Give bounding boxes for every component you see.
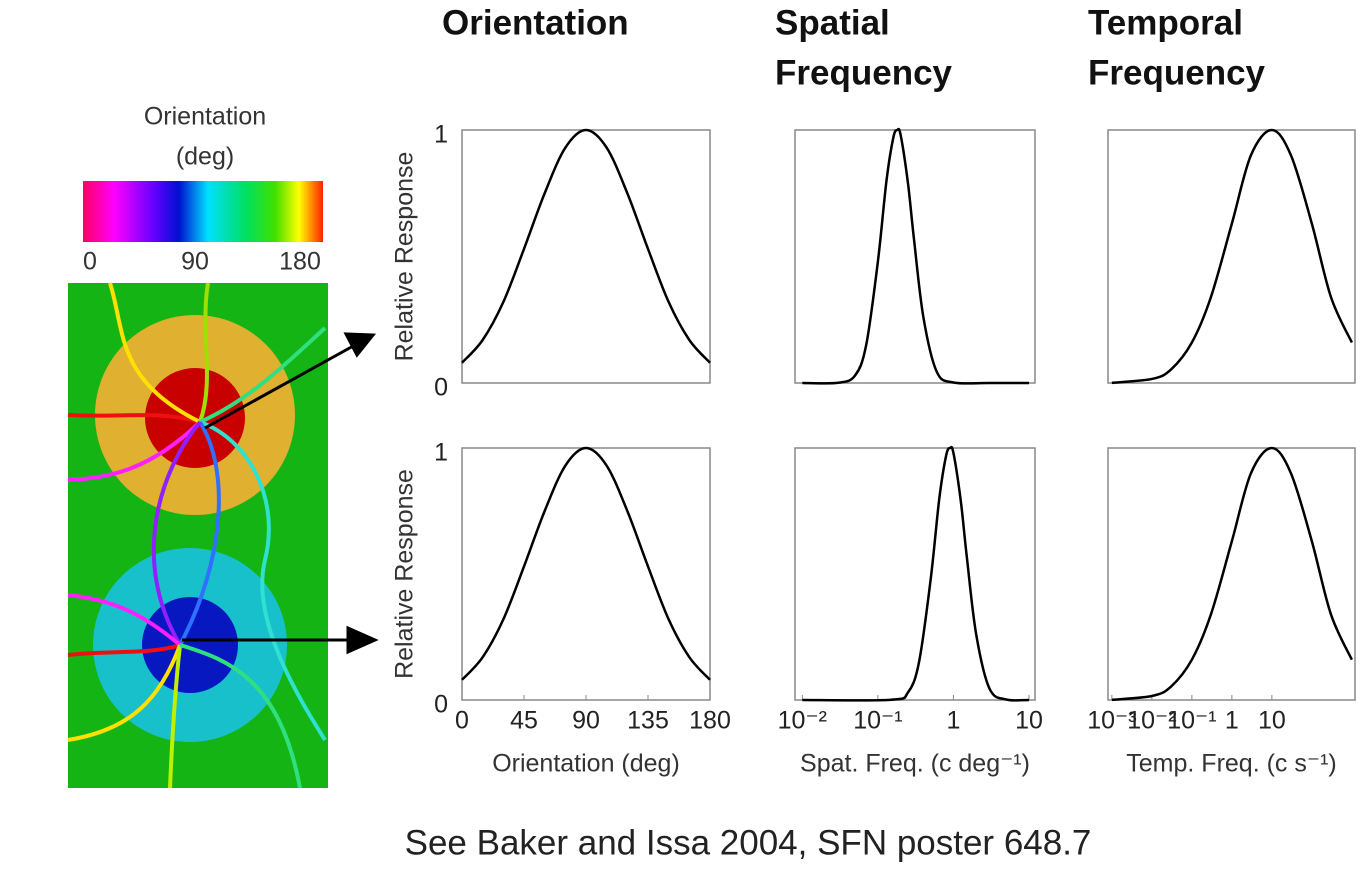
x-axis-label: Spat. Freq. (c deg⁻¹) — [800, 750, 1030, 778]
column-title: Frequency — [775, 53, 953, 92]
x-tick-label: 10⁻³ — [1087, 707, 1136, 735]
y-axis-label: Relative Response — [391, 152, 419, 362]
x-tick-label: 180 — [689, 707, 731, 735]
y-tick-label: 0 — [434, 374, 448, 402]
plot-frame — [794, 447, 1036, 701]
plot-frame — [461, 447, 711, 701]
plot-frame — [461, 129, 711, 384]
column-title: Spatial — [775, 3, 890, 42]
colorbar-title: Orientation — [144, 103, 266, 131]
x-tick-label: 10 — [1015, 707, 1043, 735]
column-title: Frequency — [1088, 53, 1266, 92]
y-tick-label: 0 — [434, 691, 448, 719]
colorbar-tick-label: 0 — [83, 248, 97, 276]
plot-frame — [1107, 129, 1356, 384]
x-tick-label: 0 — [455, 707, 469, 735]
x-tick-label: 1 — [1225, 707, 1239, 735]
curve — [461, 446, 711, 681]
column-title: Temporal — [1088, 3, 1243, 42]
column-title: Orientation — [442, 3, 629, 42]
plot-frame — [1107, 447, 1356, 701]
x-tick-label: 10⁻² — [778, 707, 827, 735]
x-axis-label: Temp. Freq. (c s⁻¹) — [1126, 750, 1336, 778]
curve — [1111, 128, 1353, 385]
y-axis-label: Relative Response — [391, 469, 419, 679]
x-axis-label: Orientation (deg) — [492, 750, 680, 778]
x-tick-label: 10⁻¹ — [1167, 707, 1216, 735]
x-tick-label: 1 — [946, 707, 960, 735]
curve — [461, 128, 711, 364]
colorbar-tick-label: 180 — [279, 248, 321, 276]
x-tick-label: 10⁻¹ — [853, 707, 902, 735]
colorbar — [83, 181, 323, 242]
x-tick-label: 10⁻² — [1127, 707, 1176, 735]
x-tick-label: 45 — [510, 707, 538, 735]
curve — [1111, 446, 1353, 702]
x-tick-label: 90 — [572, 707, 600, 735]
plot-frame — [794, 129, 1036, 384]
curve — [802, 445, 1030, 702]
orientation-map — [67, 282, 379, 789]
colorbar-tick-label: 90 — [181, 248, 209, 276]
colorbar-title: (deg) — [176, 143, 234, 171]
y-tick-label: 1 — [434, 439, 448, 467]
curve — [802, 127, 1030, 385]
x-tick-label: 135 — [627, 707, 669, 735]
y-tick-label: 1 — [434, 121, 448, 149]
x-tick-label: 10 — [1258, 707, 1286, 735]
footer: See Baker and Issa 2004, SFN poster 648.… — [405, 823, 1092, 862]
